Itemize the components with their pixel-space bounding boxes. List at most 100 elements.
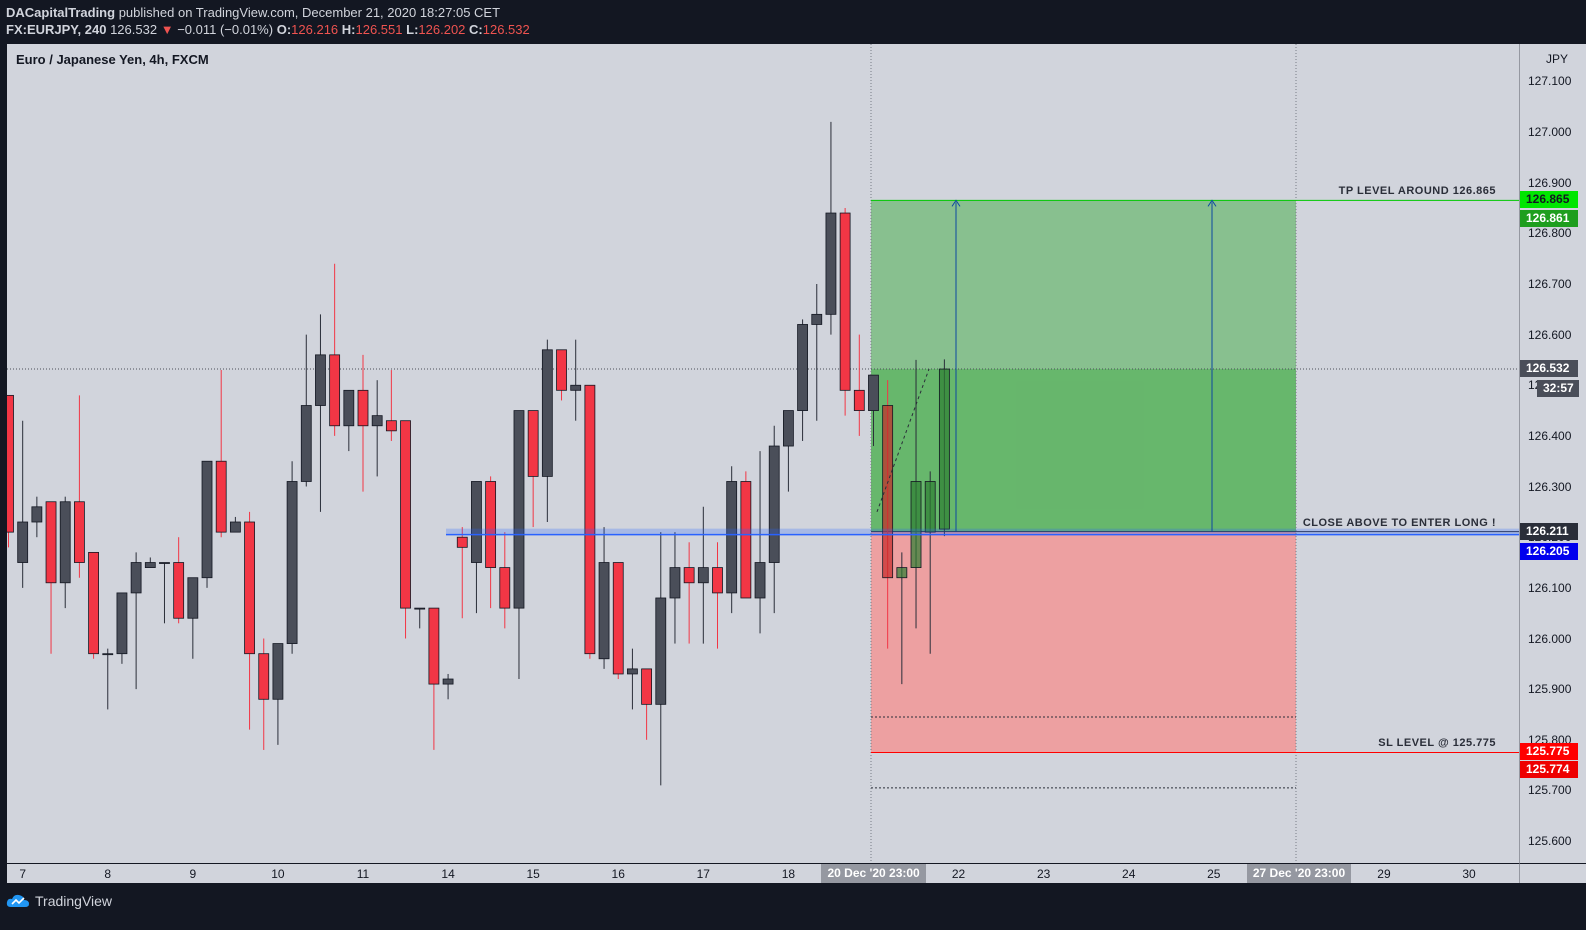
price-tick-label: 126.900 [1528, 175, 1572, 190]
candle-body [938, 368, 950, 530]
candle-body [868, 374, 879, 411]
time-axis[interactable]: 7 8 9 10 11 14 15 16 17 18 22 23 24 25 29 30 20 Dec '20 … [7, 863, 1519, 883]
candle-body [754, 562, 766, 599]
candle-body [144, 562, 156, 568]
candle-body [244, 521, 255, 655]
arrow-head-icon [1207, 199, 1217, 207]
price-tick-label: 126.600 [1528, 327, 1572, 342]
time-tick-label: 29 [1377, 867, 1391, 881]
publish-info: DACapitalTrading published on TradingVie… [6, 4, 1580, 21]
candle-body [712, 567, 723, 594]
tradingview-cloud-icon [6, 894, 29, 907]
candle-body [740, 481, 752, 599]
axis-corner [1519, 863, 1586, 883]
candle-body [371, 415, 383, 427]
candle-body [130, 562, 142, 594]
candle-body [499, 567, 511, 609]
candle-body [655, 597, 667, 705]
time-tick-label: 15 [526, 867, 540, 881]
candle-body [343, 389, 355, 427]
candle-body [229, 521, 241, 533]
open-value: 126.216 [291, 22, 339, 37]
low-label: L: [406, 22, 419, 37]
chart-header: DACapitalTrading published on TradingVie… [0, 0, 1586, 44]
candle-body [811, 313, 823, 325]
candle-body [556, 349, 567, 391]
time-tick-label: 25 [1207, 867, 1221, 881]
candle-body [584, 384, 596, 655]
price-tag: 32:57 [1537, 380, 1579, 398]
candle-body [598, 562, 610, 660]
price-tick-label: 127.100 [1528, 74, 1572, 89]
high-label: H: [341, 22, 356, 37]
price-tag: 126.861 [1520, 210, 1578, 228]
candle-body [924, 481, 936, 533]
candle-body [187, 577, 199, 619]
price-tag: 126.532 [1520, 360, 1578, 378]
price-tick-label: 127.000 [1528, 125, 1572, 139]
price-tick-label: 125.800 [1528, 732, 1572, 747]
arrow-head-icon [951, 199, 961, 207]
time-tick-label: 7 [19, 867, 27, 881]
candle-body [102, 653, 114, 656]
entry-zone-band [446, 528, 1519, 535]
candle-body [683, 567, 695, 584]
price-tick-label: 125.700 [1528, 783, 1572, 798]
candle-body [896, 567, 908, 579]
candle-body [570, 384, 582, 391]
time-tick-label: 14 [441, 867, 455, 881]
time-tick-label: 17 [696, 867, 710, 881]
sl-annotation: SL LEVEL @ 125.775 [1378, 737, 1496, 750]
time-highlight-label: 20 Dec '20 23:00 [821, 864, 926, 883]
price-tag: 126.211 [1520, 522, 1578, 540]
candle-body [697, 567, 709, 584]
low-value: 126.202 [418, 22, 466, 37]
time-tick-label: 11 [356, 867, 370, 881]
candle-body [272, 643, 284, 700]
tp-annotation: TP LEVEL AROUND 126.865 [1338, 185, 1496, 198]
price-chart-area[interactable]: Euro / Japanese Yen, 4h, FXCM TP LEVEL A… [7, 44, 1519, 863]
symbol-label[interactable]: FX:EURJPY, 240 [6, 22, 107, 37]
candle-body [31, 506, 43, 523]
time-tick-label: 24 [1122, 867, 1136, 881]
candle-body [315, 354, 326, 406]
candle-body [258, 653, 270, 700]
candle-body [357, 389, 369, 427]
candle-body [300, 405, 312, 482]
candlestick-chart[interactable] [7, 44, 1519, 863]
candle-body [116, 592, 128, 655]
candle-body [612, 562, 624, 675]
candle-body [329, 354, 341, 427]
high-value: 126.551 [355, 22, 403, 37]
time-highlight-label: 27 Dec '20 23:00 [1246, 864, 1352, 883]
price-tick-label: 125.600 [1528, 834, 1572, 849]
time-tick-label: 10 [271, 867, 285, 881]
publisher-name[interactable]: DACapitalTrading [6, 5, 116, 20]
time-tick-label: 18 [781, 867, 796, 881]
price-tag: 126.865 [1520, 191, 1578, 209]
price-tick-label: 126.000 [1528, 631, 1572, 646]
candle-body [768, 445, 780, 563]
chart-title: Euro / Japanese Yen, 4h, FXCM [16, 52, 209, 67]
price-axis[interactable]: JPY 127.100 127.000 126.900 126.800 126.700 1… [1519, 44, 1586, 863]
candle-body [797, 324, 808, 411]
candle-body [783, 410, 794, 447]
candle-body [541, 349, 553, 477]
candle-body [839, 212, 851, 391]
candle-body [215, 460, 227, 533]
candle-body [853, 389, 865, 411]
candle-body [414, 607, 426, 610]
candle-body [641, 668, 652, 705]
time-tick-label: 22 [951, 867, 966, 881]
close-label: C: [469, 22, 483, 37]
price-tick-label: 126.100 [1528, 580, 1572, 595]
candle-body [471, 481, 482, 563]
price-tick-label: 126.400 [1528, 428, 1572, 443]
last-price: 126.532 [110, 22, 158, 37]
candle-body [286, 481, 298, 644]
tradingview-logo[interactable]: TradingView [6, 893, 112, 909]
time-tick-label: 8 [104, 867, 112, 881]
candle-body [17, 521, 29, 563]
candle-body [825, 212, 837, 315]
candle-body [726, 481, 738, 594]
